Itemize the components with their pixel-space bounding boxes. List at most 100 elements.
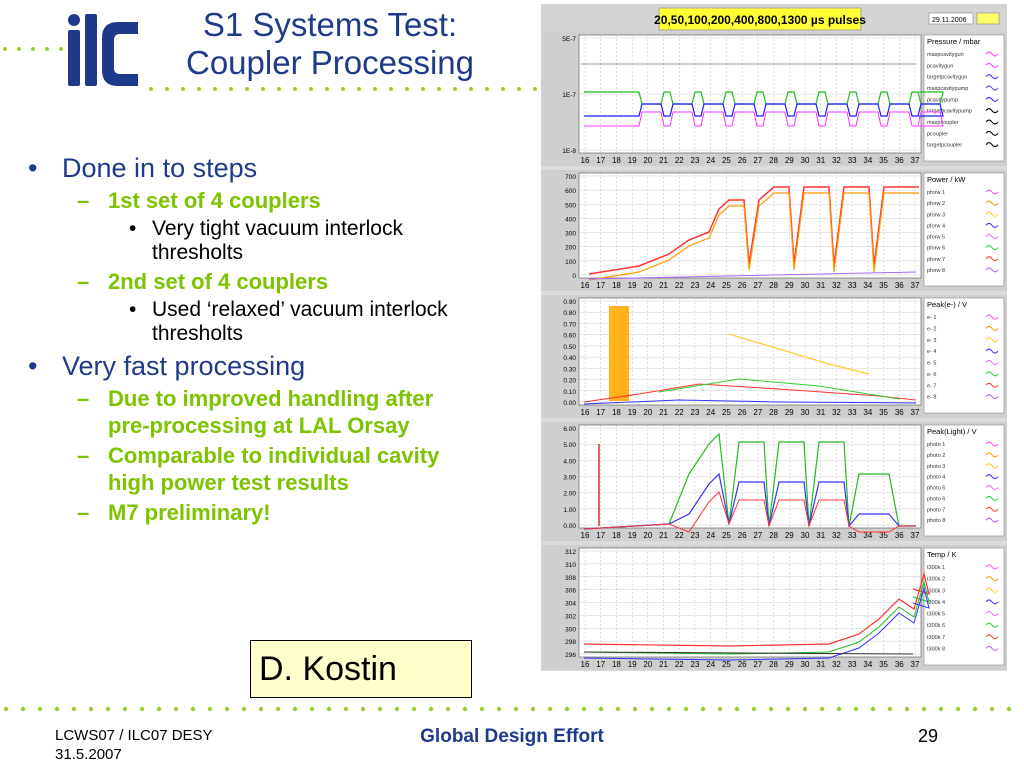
legend-entry: t300k 2 — [927, 577, 945, 583]
footer-dot — [360, 706, 366, 712]
plot-panel-2: 16 17 18 19 20 21 22 23 24 25 26 27 28 29 30 31 32 33 34 35… — [541, 170, 1007, 291]
x-tick-label: 37 — [911, 281, 920, 290]
y-tick-label: 700 — [565, 174, 576, 181]
x-tick-label: 29 — [785, 281, 794, 290]
legend-entry: targetpcavitypump — [927, 109, 972, 115]
footer-dot — [700, 706, 706, 712]
pulse-header-label: 20,50,100,200,400,800,1300 µs pulses — [654, 13, 866, 27]
slide-title: S1 Systems Test: Coupler Processing — [150, 6, 510, 82]
x-tick-label: 34 — [863, 408, 872, 417]
legend-swatch — [985, 463, 999, 469]
footer-dot — [241, 706, 247, 712]
x-tick-label: 28 — [769, 660, 778, 669]
legend-swatch — [985, 576, 999, 582]
plot-ok-indicator — [976, 12, 1000, 25]
x-tick-label: 31 — [816, 531, 825, 540]
footer-title: Global Design Effort — [420, 726, 604, 747]
sub-bullet-first-set: – 1st set of 4 couplers — [22, 187, 522, 214]
legend-entry: e- 7 — [927, 383, 936, 389]
footer-conference: LCWS07 / ILC07 DESY 31.5.2007 — [55, 726, 213, 764]
legend-entry: photo 5 — [927, 486, 945, 492]
x-tick-label: 37 — [911, 156, 920, 165]
title-dot — [181, 87, 185, 91]
plot-traces — [581, 63, 944, 661]
dash-marker: – — [77, 269, 90, 294]
sub-bullet-text: M7 preliminary! — [108, 500, 271, 525]
legend-entry: t300k 3 — [927, 588, 945, 594]
x-tick-label: 17 — [596, 531, 605, 540]
x-tick-label: 35 — [879, 156, 888, 165]
sub-bullet-text: Comparable to individual cavity high pow… — [108, 443, 440, 495]
title-dot — [245, 87, 249, 91]
footer-dot — [666, 706, 672, 712]
x-tick-label: 27 — [753, 281, 762, 290]
panel-legend — [923, 297, 1005, 414]
x-tick-label: 28 — [769, 531, 778, 540]
legend-swatch — [985, 611, 999, 616]
x-tick-label: 19 — [628, 660, 637, 669]
x-tick-label: 25 — [722, 281, 731, 290]
x-tick-label: 37 — [911, 660, 920, 669]
legend-swatch — [985, 234, 999, 239]
y-tick-label: 5E-7 — [562, 36, 576, 43]
x-tick-label: 21 — [659, 281, 668, 290]
x-tick-label: 33 — [848, 408, 857, 417]
x-tick-label: 26 — [738, 660, 747, 669]
x-tick-label: 17 — [596, 281, 605, 290]
legend-swatch — [985, 119, 999, 125]
footer-dot — [479, 706, 485, 712]
bullet-done-in-two-steps: • Done in to steps — [22, 152, 522, 184]
footer-dot — [819, 706, 825, 712]
x-tick-label: 35 — [879, 660, 888, 669]
x-tick-label: 21 — [659, 408, 668, 417]
page-number: 29 — [918, 726, 939, 746]
y-tick-label: 0.10 — [563, 389, 576, 396]
x-tick-label: 23 — [691, 531, 700, 540]
y-tick-label: 100 — [565, 259, 576, 266]
footer-dot — [581, 706, 587, 712]
footer-dot — [496, 706, 502, 712]
panel-title: Temp / K — [927, 550, 957, 559]
title-dot — [309, 87, 313, 91]
footer-dot — [275, 706, 281, 712]
x-tick-label: 29 — [785, 408, 794, 417]
x-tick-label: 27 — [753, 408, 762, 417]
x-tick-label: 25 — [722, 408, 731, 417]
y-tick-label: 200 — [565, 245, 576, 252]
title-dot — [213, 87, 217, 91]
x-tick-label: 26 — [738, 281, 747, 290]
footer-dot — [428, 706, 434, 712]
dash-marker: – — [77, 500, 90, 525]
footer-dot — [37, 706, 43, 712]
footer-dot — [717, 706, 723, 712]
bullet-marker: • — [129, 298, 137, 321]
y-tick-label: 1E-8 — [562, 148, 576, 155]
x-tick-label: 34 — [863, 281, 872, 290]
x-tick-label: 29 — [785, 660, 794, 669]
ilc-logo — [62, 12, 142, 92]
title-dot — [229, 87, 233, 91]
bullet-fast-processing: • Very fast processing — [22, 350, 522, 382]
legend-swatch — [985, 62, 999, 68]
x-tick-label: 32 — [832, 531, 841, 540]
y-tick-label: 0.30 — [563, 366, 576, 373]
detail-relaxed-interlock: • Used ‘relaxed’ vacuum interlock thresh… — [22, 298, 452, 346]
footer-dot — [394, 706, 400, 712]
footer-dot — [989, 706, 995, 712]
y-tick-label: 0.70 — [563, 321, 576, 328]
x-tick-label: 18 — [612, 156, 621, 165]
x-tick-label: 31 — [816, 408, 825, 417]
x-tick-label: 21 — [659, 531, 668, 540]
legend-swatch — [985, 564, 999, 570]
title-dot-row — [145, 86, 540, 92]
legend-swatch — [985, 495, 999, 501]
bullet-text: Done in to steps — [62, 153, 258, 183]
legend-swatch — [985, 245, 999, 251]
x-tick-label: 37 — [911, 531, 920, 540]
footer-dot — [292, 706, 298, 712]
x-tick-label: 17 — [596, 408, 605, 417]
legend-swatch — [985, 325, 999, 331]
title-dot — [261, 87, 265, 91]
footer-dot — [938, 706, 944, 712]
x-tick-label: 36 — [895, 531, 904, 540]
